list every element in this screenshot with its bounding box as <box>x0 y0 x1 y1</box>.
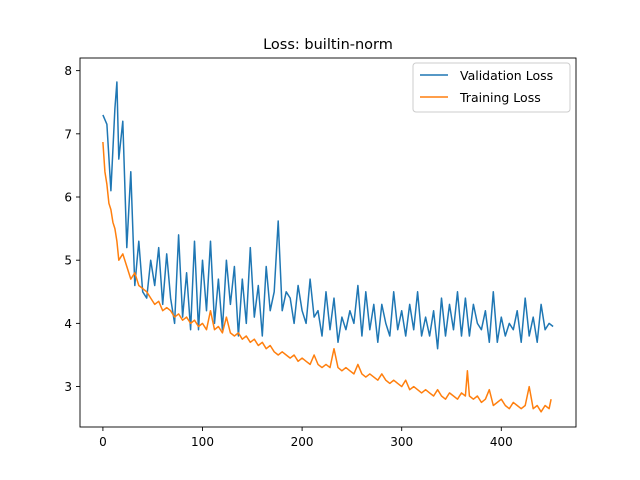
x-tick-label: 200 <box>291 435 314 449</box>
legend: Validation Loss Training Loss <box>412 62 571 113</box>
series-line-validation-loss <box>102 81 554 350</box>
plot-area: 0 100 200 300 400 3 4 5 6 7 8 <box>64 57 577 449</box>
x-tick-label: 0 <box>99 435 107 449</box>
x-tick-label: 400 <box>490 435 513 449</box>
y-tick-label: 6 <box>64 191 72 205</box>
y-tick-label: 7 <box>64 127 72 141</box>
x-tick-label: 100 <box>191 435 214 449</box>
axes-frame <box>79 57 577 428</box>
x-axis-ticks: 0 100 200 300 400 <box>99 427 513 449</box>
series-layer <box>102 81 554 413</box>
axes-background <box>80 58 576 427</box>
y-tick-label: 8 <box>64 64 72 78</box>
chart-title: Loss: builtin-norm <box>263 37 393 53</box>
series-line-training-loss <box>102 141 552 413</box>
y-axis-ticks: 3 4 5 6 7 8 <box>64 64 80 394</box>
legend-label-training: Training Loss <box>459 90 541 105</box>
legend-label-validation: Validation Loss <box>460 68 553 83</box>
x-tick-label: 300 <box>390 435 413 449</box>
y-tick-label: 5 <box>64 254 72 268</box>
legend-box <box>412 62 571 113</box>
y-tick-label: 3 <box>64 380 72 394</box>
y-tick-label: 4 <box>64 317 72 331</box>
